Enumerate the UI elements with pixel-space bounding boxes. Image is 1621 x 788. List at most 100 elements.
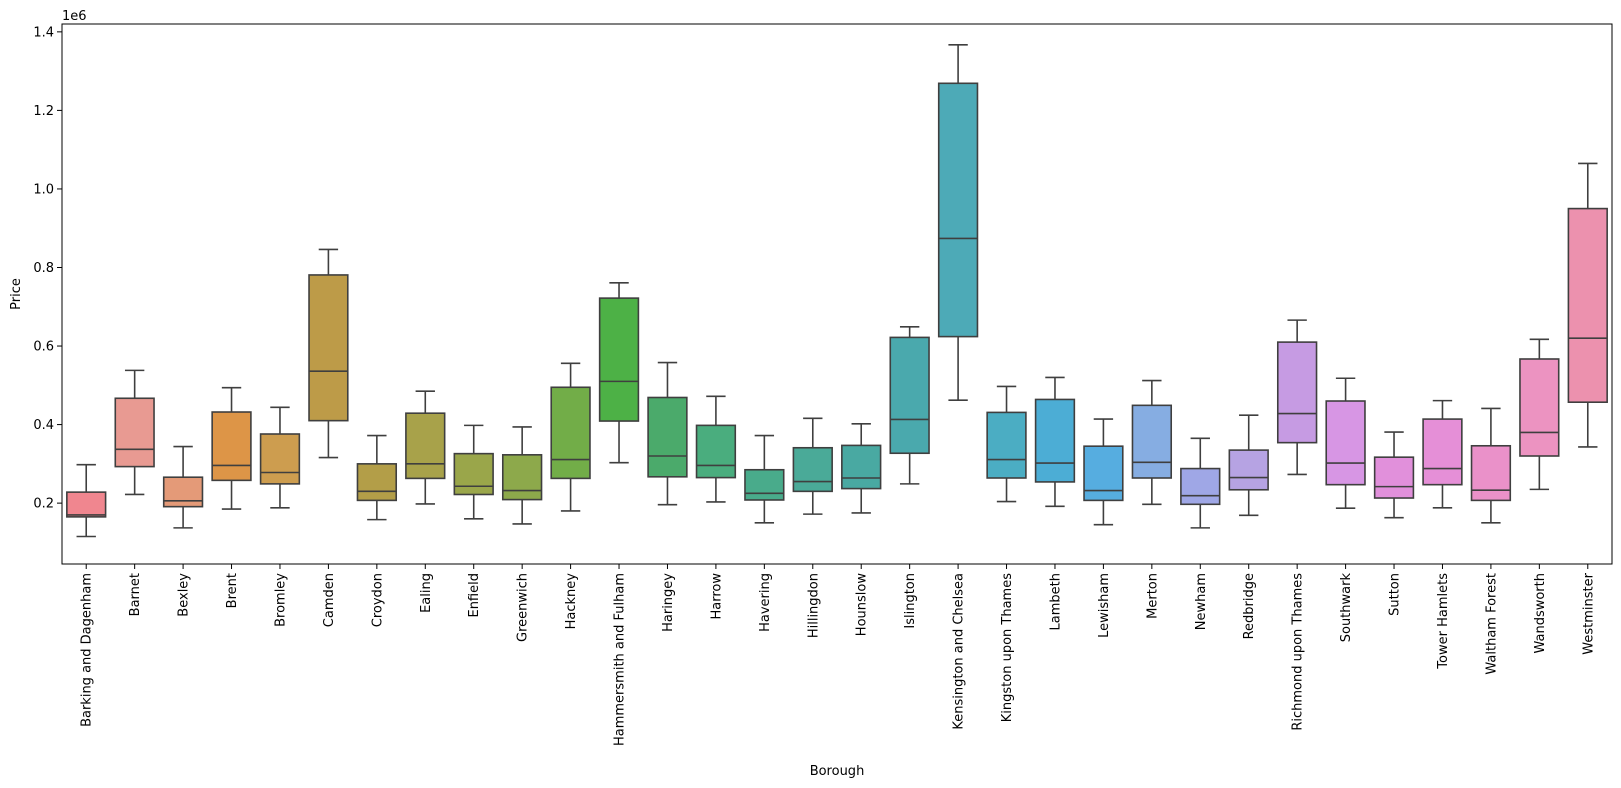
plot-frame [61, 23, 1613, 565]
box-19 [986, 385, 1027, 503]
x-tick-label: Lewisham [1097, 573, 1112, 638]
box-body [211, 411, 252, 482]
x-axis: Barking and Dagenham Barnet Bexley Brent Bro… [80, 564, 1596, 746]
box-body [1567, 207, 1608, 403]
box-17 [889, 325, 930, 485]
box-body [937, 82, 979, 338]
box-20 [1034, 376, 1076, 508]
box-body [1083, 445, 1124, 502]
box-22 [1131, 379, 1173, 506]
box-29 [1470, 407, 1512, 524]
y-tick-label: 0.8 [33, 261, 54, 276]
box-body [501, 454, 543, 501]
box-body [647, 396, 688, 478]
box-2 [162, 445, 204, 529]
box-body [1228, 449, 1269, 491]
box-4 [259, 406, 301, 509]
box-11 [598, 282, 640, 464]
box-body [1131, 404, 1173, 479]
x-tick-label: Haringey [661, 573, 676, 632]
x-tick-label: Kensington and Chelsea [952, 573, 967, 730]
box-23 [1180, 437, 1221, 529]
box-7 [405, 390, 446, 505]
box-28 [1422, 399, 1463, 509]
box-body [986, 411, 1027, 479]
box-body [1373, 456, 1415, 499]
box-21 [1083, 418, 1124, 526]
x-tick-label: Bromley [273, 573, 288, 627]
y-tick-label: 0.6 [33, 340, 54, 355]
x-tick-label: Barnet [128, 573, 143, 616]
x-tick-label: Redbridge [1242, 573, 1257, 639]
y-axis-label: Price [9, 278, 24, 310]
box-24 [1228, 414, 1269, 517]
box-body [1034, 398, 1076, 483]
x-tick-label: Newham [1194, 573, 1209, 630]
box-body [259, 433, 301, 485]
x-tick-label: Wandsworth [1533, 573, 1548, 654]
x-tick-label: Westminster [1581, 572, 1596, 654]
box-6 [356, 434, 398, 521]
x-tick-label: Greenwich [516, 573, 531, 642]
y-tick-label: 0.4 [33, 418, 54, 433]
x-tick-label: Hillingdon [806, 573, 821, 638]
box-body [162, 476, 204, 508]
box-body [405, 412, 446, 480]
x-tick-label: Richmond upon Thames [1291, 573, 1306, 731]
x-tick-label: Enfield [467, 573, 482, 618]
box-body [1180, 467, 1221, 506]
x-tick-label: Barking and Dagenham [80, 573, 95, 727]
x-tick-label: Hammersmith and Fulham [613, 573, 628, 746]
box-body [550, 386, 591, 480]
x-tick-label: Southwark [1339, 573, 1354, 643]
box-body [1325, 400, 1366, 486]
box-30 [1519, 338, 1560, 491]
x-axis-label: Borough [810, 764, 865, 779]
box-14 [744, 434, 785, 524]
box-body [841, 444, 882, 490]
box-body [66, 491, 107, 518]
box-8 [453, 424, 494, 520]
box-3 [211, 386, 252, 510]
x-tick-label: Camden [322, 573, 337, 627]
box-body [356, 463, 398, 502]
box-10 [550, 362, 591, 512]
y-offset-label: 1e6 [62, 9, 87, 24]
x-tick-label: Waltham Forest [1484, 573, 1499, 675]
y-tick-label: 1.0 [33, 182, 54, 197]
box-27 [1373, 431, 1415, 519]
box-5 [308, 248, 349, 459]
box-body [695, 424, 737, 479]
y-axis: 0.2 0.4 0.6 0.8 1.0 1.2 1.4 [33, 25, 62, 512]
box-31 [1567, 162, 1608, 448]
box-25 [1276, 319, 1318, 476]
box-12 [647, 361, 688, 506]
x-tick-label: Kingston upon Thames [1000, 573, 1015, 722]
y-tick-label: 1.2 [33, 104, 54, 119]
box-13 [695, 395, 737, 503]
box-body [1519, 358, 1560, 457]
x-tick-label: Croydon [370, 573, 385, 627]
x-tick-label: Brent [225, 573, 240, 608]
box-body [1422, 418, 1463, 486]
x-tick-label: Ealing [419, 573, 434, 613]
x-tick-label: Islington [903, 573, 918, 629]
box-body [889, 336, 930, 455]
box-body [598, 297, 640, 422]
boxes-layer [66, 44, 1608, 538]
x-tick-label: Havering [758, 573, 773, 632]
box-0 [66, 463, 107, 538]
box-15 [792, 417, 833, 515]
box-9 [501, 426, 543, 525]
box-26 [1325, 377, 1366, 510]
box-body [1470, 444, 1512, 502]
x-tick-label: Harrow [709, 573, 724, 620]
x-tick-label: Hackney [564, 573, 579, 630]
box-body [308, 274, 349, 422]
box-1 [114, 369, 155, 496]
box-body [453, 452, 494, 496]
box-18 [937, 44, 979, 402]
box-body [1276, 341, 1318, 444]
x-tick-label: Bexley [177, 573, 192, 617]
